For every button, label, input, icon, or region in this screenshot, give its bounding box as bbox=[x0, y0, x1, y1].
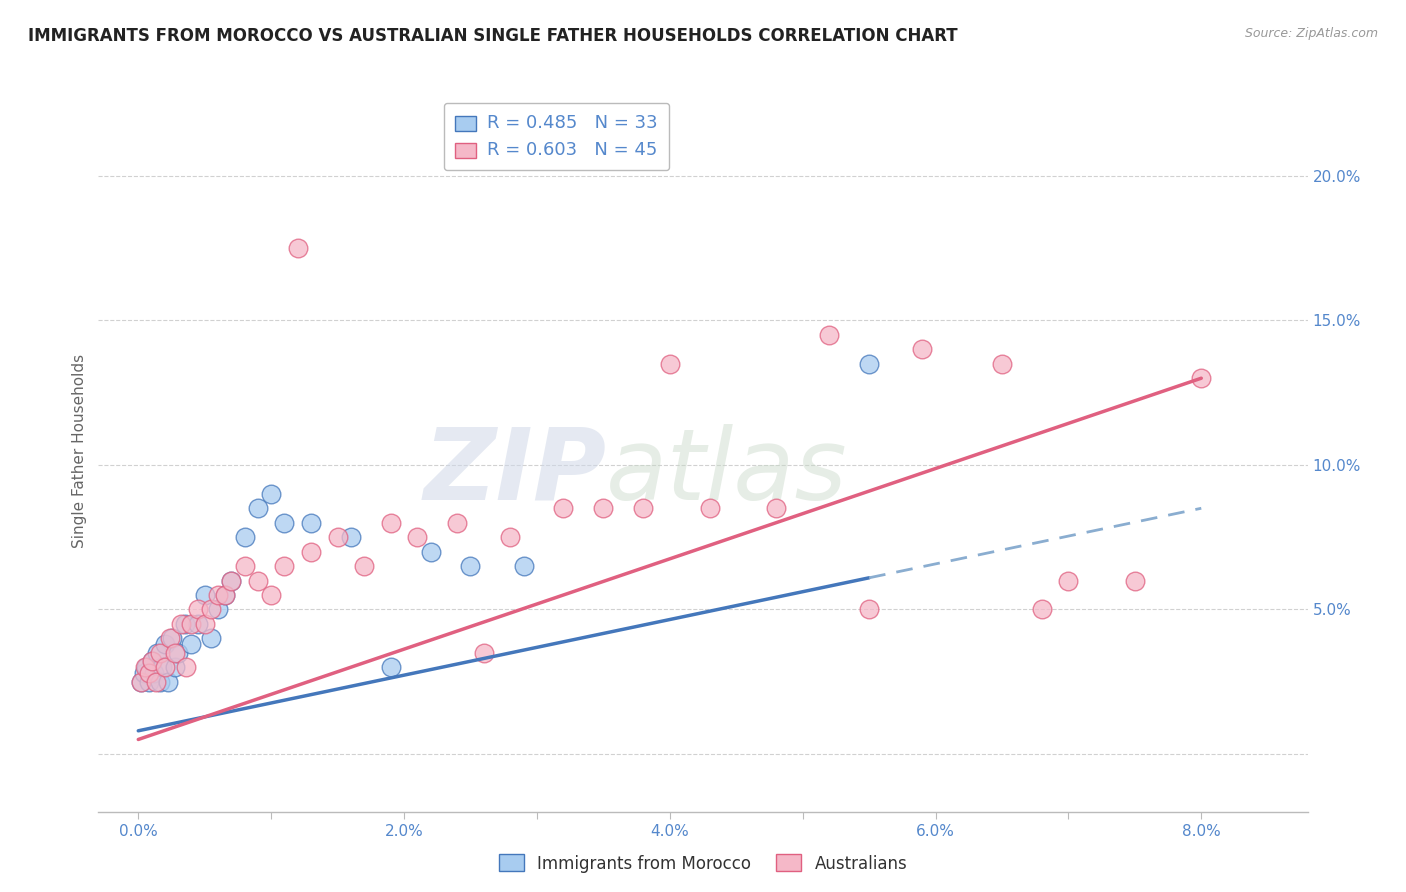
Point bbox=[187, 616, 209, 631]
Y-axis label: Single Father Households: Single Father Households bbox=[72, 353, 87, 548]
Point bbox=[141, 655, 163, 669]
Point bbox=[991, 357, 1014, 371]
Point bbox=[129, 674, 152, 689]
Point bbox=[512, 559, 534, 574]
Point bbox=[299, 544, 322, 558]
Text: Source: ZipAtlas.com: Source: ZipAtlas.com bbox=[1244, 27, 1378, 40]
Point bbox=[406, 530, 429, 544]
Point bbox=[214, 588, 236, 602]
Point bbox=[233, 559, 256, 574]
Point bbox=[214, 588, 236, 602]
Point bbox=[207, 602, 229, 616]
Point bbox=[138, 665, 160, 680]
Point bbox=[911, 343, 934, 357]
Point bbox=[299, 516, 322, 530]
Point bbox=[287, 241, 309, 255]
Point bbox=[153, 660, 176, 674]
Point bbox=[1123, 574, 1146, 588]
Text: IMMIGRANTS FROM MOROCCO VS AUSTRALIAN SINGLE FATHER HOUSEHOLDS CORRELATION CHART: IMMIGRANTS FROM MOROCCO VS AUSTRALIAN SI… bbox=[28, 27, 957, 45]
Point bbox=[170, 616, 193, 631]
Point bbox=[143, 665, 166, 680]
Point bbox=[233, 530, 256, 544]
Point bbox=[858, 357, 880, 371]
Point bbox=[167, 646, 190, 660]
Point bbox=[340, 530, 363, 544]
Point bbox=[246, 574, 269, 588]
Legend: Immigrants from Morocco, Australians: Immigrants from Morocco, Australians bbox=[492, 847, 914, 880]
Point bbox=[207, 588, 229, 602]
Point bbox=[631, 501, 654, 516]
Point bbox=[699, 501, 721, 516]
Point bbox=[472, 646, 495, 660]
Point bbox=[194, 588, 217, 602]
Point bbox=[156, 674, 179, 689]
Point bbox=[180, 637, 202, 651]
Point bbox=[194, 616, 217, 631]
Point bbox=[380, 516, 402, 530]
Point bbox=[246, 501, 269, 516]
Point bbox=[592, 501, 614, 516]
Point bbox=[187, 602, 209, 616]
Text: atlas: atlas bbox=[606, 424, 848, 521]
Point bbox=[200, 632, 222, 646]
Point bbox=[273, 559, 295, 574]
Point bbox=[159, 632, 181, 646]
Point bbox=[658, 357, 681, 371]
Point bbox=[148, 646, 170, 660]
Point bbox=[273, 516, 295, 530]
Point bbox=[380, 660, 402, 674]
Point bbox=[419, 544, 441, 558]
Point bbox=[200, 602, 222, 616]
Point bbox=[1031, 602, 1053, 616]
Point bbox=[1189, 371, 1212, 385]
Point bbox=[326, 530, 349, 544]
Text: ZIP: ZIP bbox=[423, 424, 606, 521]
Point bbox=[858, 602, 880, 616]
Point bbox=[138, 674, 160, 689]
Point bbox=[180, 616, 202, 631]
Point bbox=[818, 327, 841, 342]
Point bbox=[145, 674, 167, 689]
Point bbox=[165, 646, 187, 660]
Point bbox=[173, 616, 195, 631]
Point bbox=[221, 574, 243, 588]
Point bbox=[134, 660, 156, 674]
Point bbox=[129, 674, 152, 689]
Point bbox=[135, 660, 157, 674]
Point bbox=[174, 660, 197, 674]
Point bbox=[460, 559, 482, 574]
Point bbox=[132, 665, 155, 680]
Point bbox=[165, 660, 187, 674]
Point bbox=[160, 632, 183, 646]
Point bbox=[141, 655, 163, 669]
Point bbox=[150, 660, 173, 674]
Legend: R = 0.485   N = 33, R = 0.603   N = 45: R = 0.485 N = 33, R = 0.603 N = 45 bbox=[444, 103, 669, 169]
Point bbox=[146, 646, 169, 660]
Point bbox=[499, 530, 522, 544]
Point bbox=[260, 487, 283, 501]
Point bbox=[446, 516, 468, 530]
Point bbox=[553, 501, 575, 516]
Point bbox=[153, 637, 176, 651]
Point bbox=[765, 501, 787, 516]
Point bbox=[353, 559, 375, 574]
Point bbox=[1057, 574, 1080, 588]
Point bbox=[148, 674, 170, 689]
Point bbox=[221, 574, 243, 588]
Point bbox=[260, 588, 283, 602]
